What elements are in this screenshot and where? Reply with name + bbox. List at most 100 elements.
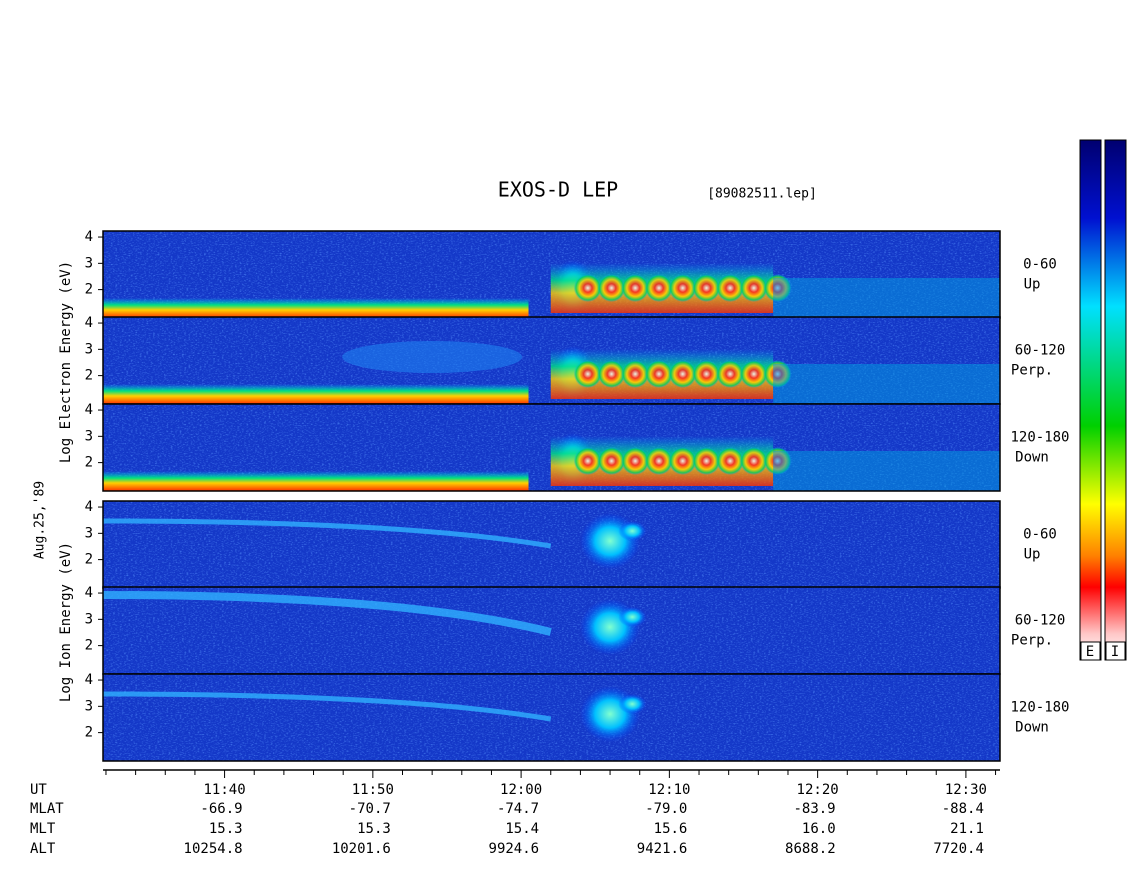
- angle-label: 120-180: [1010, 700, 1069, 716]
- hot-spot: [597, 360, 626, 388]
- info-value: 10201.6: [332, 841, 391, 857]
- spectrogram-noise: [103, 674, 1000, 761]
- tail: [773, 451, 1000, 491]
- spectrogram-image: [103, 404, 1000, 491]
- y-tick-label: 4: [85, 402, 93, 418]
- y-tick-label: 4: [85, 499, 93, 515]
- spectrogram-noise: [103, 501, 1000, 588]
- ion-spot: [618, 607, 647, 627]
- info-value: -74.7: [497, 801, 539, 817]
- ion-arc: [103, 591, 552, 636]
- hot-spot: [668, 274, 697, 302]
- panel-frame: [102, 403, 1001, 492]
- info-value: -70.7: [349, 801, 391, 817]
- direction-label: Up: [1024, 547, 1041, 563]
- spectrogram-image: [103, 317, 1000, 404]
- x-tick-label: 11:50: [352, 782, 394, 798]
- hot-spot: [668, 447, 697, 475]
- spectrogram-panel: [102, 316, 1001, 405]
- ion-spot: [618, 694, 647, 714]
- y-tick-label: 2: [85, 455, 93, 471]
- y-tick-label: 4: [85, 229, 93, 245]
- spectrogram-image: [103, 501, 1000, 588]
- hot-spot: [692, 360, 721, 388]
- hot-spot: [621, 447, 650, 475]
- info-value: 10254.8: [184, 841, 243, 857]
- low-energy-band: [103, 384, 529, 404]
- ion-arc: [103, 518, 552, 549]
- x-tick-label: 12:00: [500, 782, 542, 798]
- info-value: 21.1: [950, 821, 984, 837]
- colorbar: [1079, 139, 1102, 661]
- angle-label: 0-60: [1023, 257, 1057, 273]
- arc: [342, 341, 523, 373]
- y-tick-label: 3: [85, 341, 93, 357]
- info-value: 9421.6: [637, 841, 688, 857]
- y-tick-label: 4: [85, 585, 93, 601]
- y-tick-label: 2: [85, 282, 93, 298]
- direction-label: Up: [1024, 277, 1041, 293]
- colorbar-label: I: [1111, 644, 1119, 660]
- angle-label: 60-120: [1015, 343, 1066, 359]
- spectrogram-panel: [102, 586, 1001, 675]
- y-tick-label: 4: [85, 672, 93, 688]
- x-tick-label: 12:10: [648, 782, 690, 798]
- hot-spot: [621, 274, 650, 302]
- info-value: 15.6: [654, 821, 688, 837]
- x-tick-label: 12:30: [945, 782, 987, 798]
- y-tick-label: 2: [85, 552, 93, 568]
- x-tick-label: 12:20: [797, 782, 839, 798]
- colorbar-label-box: [1105, 641, 1126, 661]
- x-tick-label: 11:40: [203, 782, 245, 798]
- hot-spot: [597, 447, 626, 475]
- hot-spot: [644, 274, 673, 302]
- direction-label: Down: [1015, 450, 1049, 466]
- info-value: 7720.4: [933, 841, 984, 857]
- hot-spot: [716, 360, 745, 388]
- spectrogram-image: [103, 674, 1000, 761]
- hot-spot: [597, 274, 626, 302]
- info-value: -79.0: [645, 801, 687, 817]
- y-tick-label: 3: [85, 428, 93, 444]
- spectrogram-panel: [102, 230, 1001, 319]
- colorbar-label-box: [1080, 641, 1101, 661]
- info-value: 15.4: [505, 821, 539, 837]
- tail: [773, 278, 1000, 318]
- y-tick-label: 3: [85, 611, 93, 627]
- angle-label: 60-120: [1015, 613, 1066, 629]
- info-value: 15.3: [209, 821, 243, 837]
- tail: [773, 364, 1000, 404]
- hot-spot: [573, 274, 602, 302]
- chart-title: EXOS-D LEP: [498, 178, 618, 202]
- y-tick-label: 2: [85, 368, 93, 384]
- y-tick-label: 2: [85, 638, 93, 654]
- panel-frame: [102, 673, 1001, 762]
- row-label: ALT: [30, 841, 56, 857]
- hot-spot: [644, 447, 673, 475]
- hot-spot: [739, 360, 768, 388]
- ion-spot: [618, 521, 647, 541]
- hot-spot: [668, 360, 697, 388]
- hot-spot: [621, 360, 650, 388]
- direction-label: Down: [1015, 720, 1049, 736]
- hot-spot: [739, 447, 768, 475]
- y-axis-label: Log Ion Energy (eV): [58, 542, 74, 702]
- info-value: 8688.2: [785, 841, 836, 857]
- info-value: -83.9: [793, 801, 835, 817]
- hot-spot: [716, 447, 745, 475]
- y-tick-label: 3: [85, 255, 93, 271]
- colorbar-label: E: [1086, 644, 1094, 660]
- colorbar: [1104, 139, 1127, 661]
- angle-label: 0-60: [1023, 527, 1057, 543]
- info-value: 15.3: [357, 821, 391, 837]
- row-label: UT: [30, 782, 47, 798]
- spectrogram-image: [103, 587, 1000, 674]
- row-label: MLAT: [30, 801, 64, 817]
- hot-spot: [716, 274, 745, 302]
- low-energy-band: [103, 471, 529, 491]
- info-value: 9924.6: [489, 841, 540, 857]
- low-energy-band: [103, 298, 529, 318]
- spectrogram-panel: [102, 403, 1001, 492]
- info-value: -88.4: [942, 801, 984, 817]
